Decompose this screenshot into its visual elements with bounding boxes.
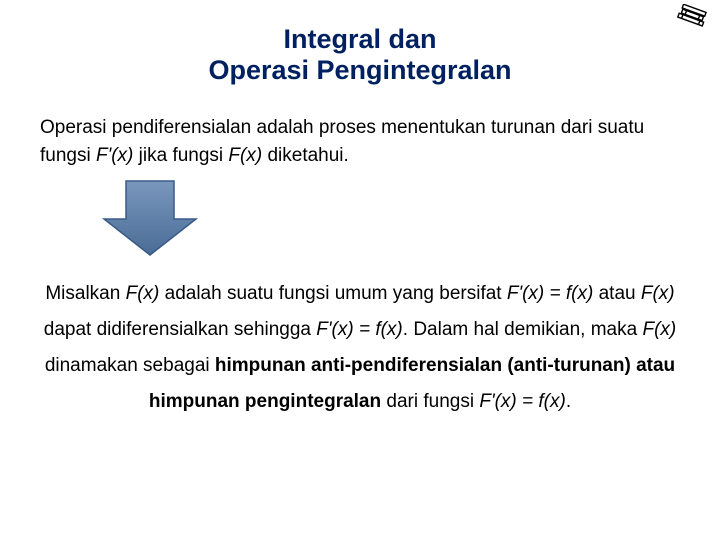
p2-t8: . [566, 391, 571, 412]
paragraph-1: Operasi pendiferensialan adalah proses m… [40, 114, 680, 169]
p1-fprime: F'(x) [96, 145, 133, 166]
books-icon [672, 4, 712, 39]
page-title: Integral dan Operasi Pengintegralan [30, 24, 690, 86]
p1-fx: F(x) [228, 145, 262, 166]
down-arrow [100, 179, 690, 262]
p2-eq2: F'(x) = f(x) [316, 319, 402, 340]
p1-mid: jika fungsi [133, 145, 228, 166]
p2-t4: dapat didiferensialkan sehingga [44, 319, 317, 340]
p2-eq1: F'(x) = f(x) [507, 283, 593, 304]
p2-t5: . Dalam hal demikian, maka [403, 319, 643, 340]
p2-eq3: F'(x) = f(x) [479, 391, 565, 412]
p2-t3: atau [593, 283, 641, 304]
title-line2: Operasi Pengintegralan [208, 55, 511, 85]
p2-t6: dinamakan sebagai [45, 355, 215, 376]
slide: Integral dan Operasi Pengintegralan Oper… [0, 0, 720, 540]
p2-fx2: F(x) [641, 283, 675, 304]
p2-fx1: F(x) [126, 283, 160, 304]
p2-t7: dari fungsi [381, 391, 479, 412]
p2-fx3: F(x) [642, 319, 676, 340]
title-line1: Integral dan [283, 24, 436, 54]
p2-t2: adalah suatu fungsi umum yang bersifat [159, 283, 506, 304]
p2-t1: Misalkan [45, 283, 125, 304]
p1-suffix: diketahui. [262, 145, 349, 166]
paragraph-2: Misalkan F(x) adalah suatu fungsi umum y… [30, 276, 690, 420]
